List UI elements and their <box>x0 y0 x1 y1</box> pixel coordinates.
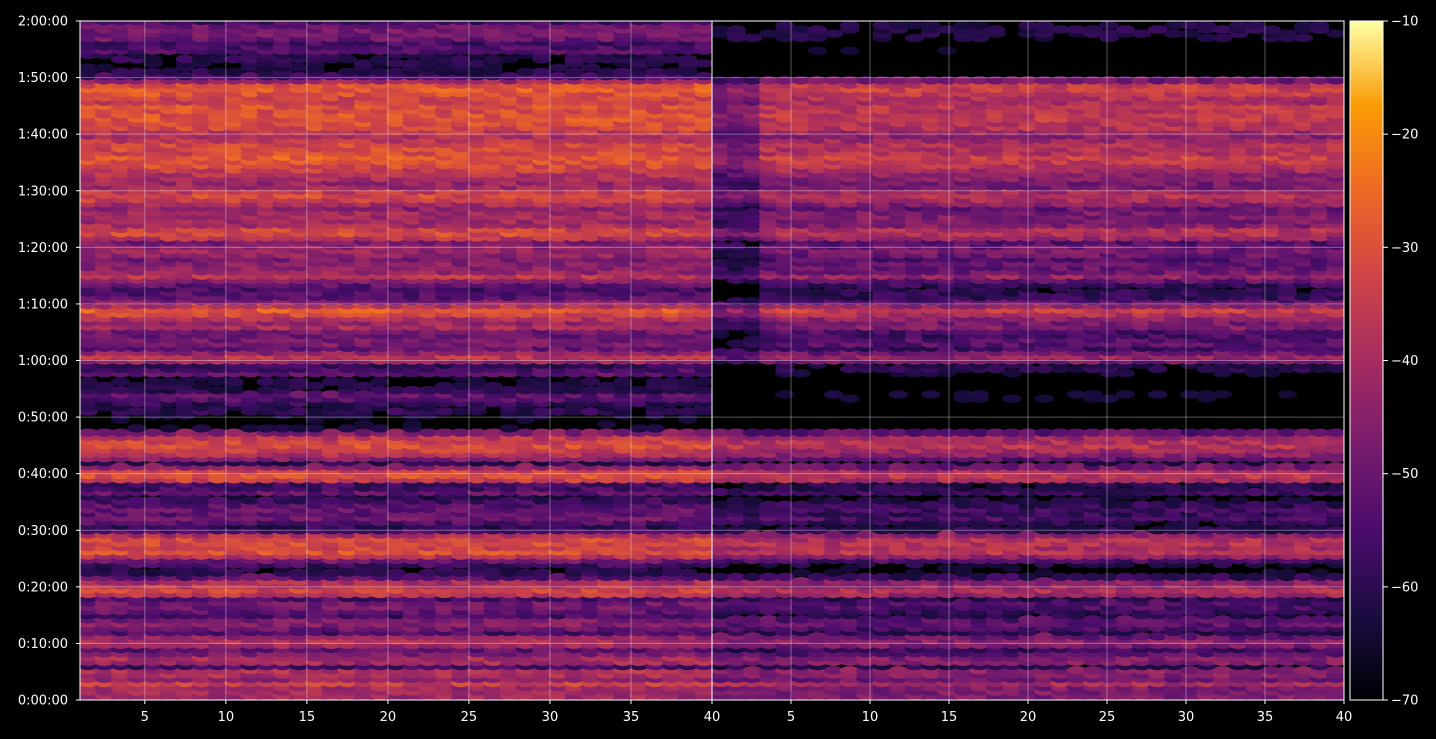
heatmap-cell <box>370 424 390 433</box>
heatmap-cell <box>451 568 471 577</box>
heatmap-cell <box>580 377 601 386</box>
heatmap-cell <box>191 381 212 391</box>
heatmap-cell <box>191 424 212 433</box>
heatmap-panel-left <box>80 20 712 701</box>
heatmap-cell <box>677 568 698 577</box>
heatmap-cell <box>321 568 341 577</box>
heatmap-cell <box>694 572 712 582</box>
heatmap-cell <box>694 496 712 505</box>
heatmap-cell <box>483 381 503 391</box>
heatmap-cell <box>353 419 374 429</box>
heatmap-cell <box>126 424 147 433</box>
heatmap-cell <box>337 377 358 386</box>
heatmap-cell <box>305 381 325 391</box>
heatmap-cell <box>402 572 422 582</box>
heatmap-cell <box>126 568 147 577</box>
heatmap-cell <box>694 428 712 437</box>
heatmap-cell <box>370 377 390 386</box>
heatmap-cell <box>499 424 520 433</box>
heatmap-cell <box>694 386 712 395</box>
heatmap-cell <box>289 568 309 577</box>
heatmap-cell <box>175 377 196 386</box>
heatmap-cell <box>224 377 244 386</box>
heatmap-cell <box>305 424 325 433</box>
heatmap-cell <box>515 568 536 577</box>
heatmap-cell <box>386 568 406 577</box>
heatmap-cell <box>532 568 552 577</box>
panel-left-cells <box>80 21 712 700</box>
heatmap-cell <box>645 424 666 433</box>
heatmap-cell <box>645 568 666 577</box>
heatmap-cell <box>159 424 179 433</box>
heatmap-cell <box>224 568 244 577</box>
heatmap-cell <box>110 377 131 386</box>
heatmap-cell <box>353 381 374 391</box>
heatmap-cell <box>289 377 309 386</box>
heatmap-cell <box>80 377 98 386</box>
heatmap-cell <box>143 568 163 577</box>
heatmap-cell <box>596 419 617 429</box>
heatmap-cell <box>694 377 712 386</box>
heatmap-cell <box>548 572 568 582</box>
heatmap-cell <box>418 568 439 577</box>
heatmap-cell <box>402 419 422 429</box>
heatmap-cell <box>256 572 277 582</box>
heatmap-cell <box>467 377 487 386</box>
heatmap-cell <box>337 424 358 433</box>
heatmap-cell <box>240 572 260 582</box>
heatmap-cell <box>613 377 633 386</box>
heatmap-cell <box>94 381 115 391</box>
